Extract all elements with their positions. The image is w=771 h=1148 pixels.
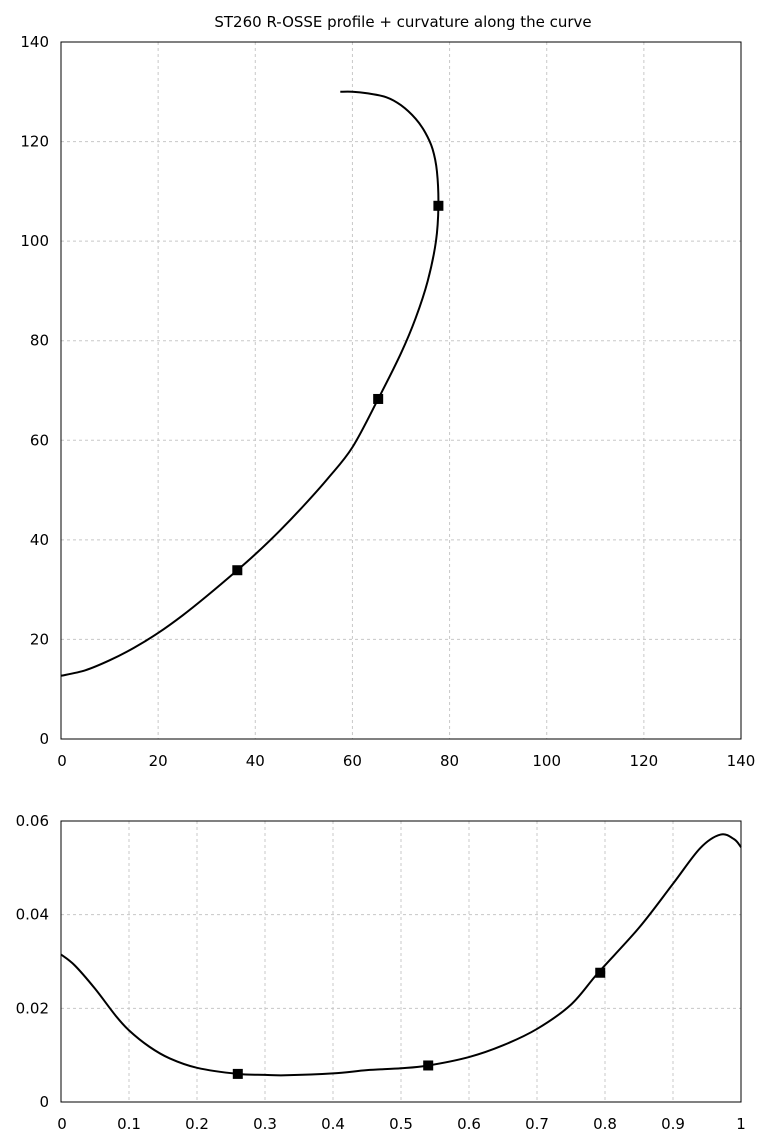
x-tick-label: 0.5 — [389, 1115, 413, 1133]
x-tick-label: 80 — [440, 752, 459, 770]
y-tick-label: 0.02 — [16, 999, 49, 1017]
data-point-marker — [232, 1068, 243, 1079]
y-tick-label: 100 — [20, 232, 49, 250]
y-tick-label: 140 — [20, 33, 49, 51]
x-tick-label: 0.3 — [253, 1115, 277, 1133]
x-tick-label: 0 — [57, 752, 67, 770]
plot-frame — [60, 41, 742, 740]
x-tick-label: 100 — [532, 752, 561, 770]
y-tick-label: 60 — [30, 431, 49, 449]
x-tick-label: 140 — [727, 752, 756, 770]
data-point-marker — [595, 967, 606, 978]
plot-frame — [60, 820, 742, 1103]
y-tick-label: 0.06 — [16, 812, 49, 830]
y-tick-label: 0.04 — [16, 906, 49, 924]
y-tick-label: 80 — [30, 332, 49, 350]
data-point-marker — [423, 1060, 434, 1071]
x-tick-label: 0.1 — [117, 1115, 141, 1133]
x-tick-label: 0.2 — [185, 1115, 209, 1133]
curvature-panel: 0 0.1 0.2 0.3 0.4 0.5 0.6 0.7 0.8 0.9 1 0 0.02 0.04 0.… — [16, 812, 746, 1133]
x-tick-label: 60 — [343, 752, 362, 770]
profile-panel: 0 20 40 60 80 100 120 140 0 20 40 60 80 100 120 140 ST26… — [20, 13, 755, 770]
data-point-marker — [433, 200, 444, 211]
x-tick-label: 0.6 — [457, 1115, 481, 1133]
y-tick-label: 20 — [30, 630, 49, 648]
y-tick-label: 0 — [39, 1093, 49, 1111]
x-tick-label: 0.9 — [661, 1115, 685, 1133]
chart-title: ST260 R-OSSE profile + curvature along t… — [214, 13, 591, 31]
x-tick-label: 20 — [149, 752, 168, 770]
series-line — [60, 833, 742, 1077]
x-tick-label: 0.8 — [593, 1115, 617, 1133]
data-point-marker — [373, 393, 384, 404]
x-tick-label: 120 — [630, 752, 659, 770]
y-tick-label: 0 — [39, 730, 49, 748]
x-tick-label: 1 — [736, 1115, 746, 1133]
x-tick-label: 0 — [57, 1115, 67, 1133]
y-tick-label: 40 — [30, 531, 49, 549]
y-tick-label: 120 — [20, 133, 49, 151]
x-tick-label: 0.4 — [321, 1115, 345, 1133]
x-tick-label: 40 — [246, 752, 265, 770]
series-line — [60, 90, 440, 677]
data-point-marker — [232, 565, 243, 576]
x-tick-label: 0.7 — [525, 1115, 549, 1133]
